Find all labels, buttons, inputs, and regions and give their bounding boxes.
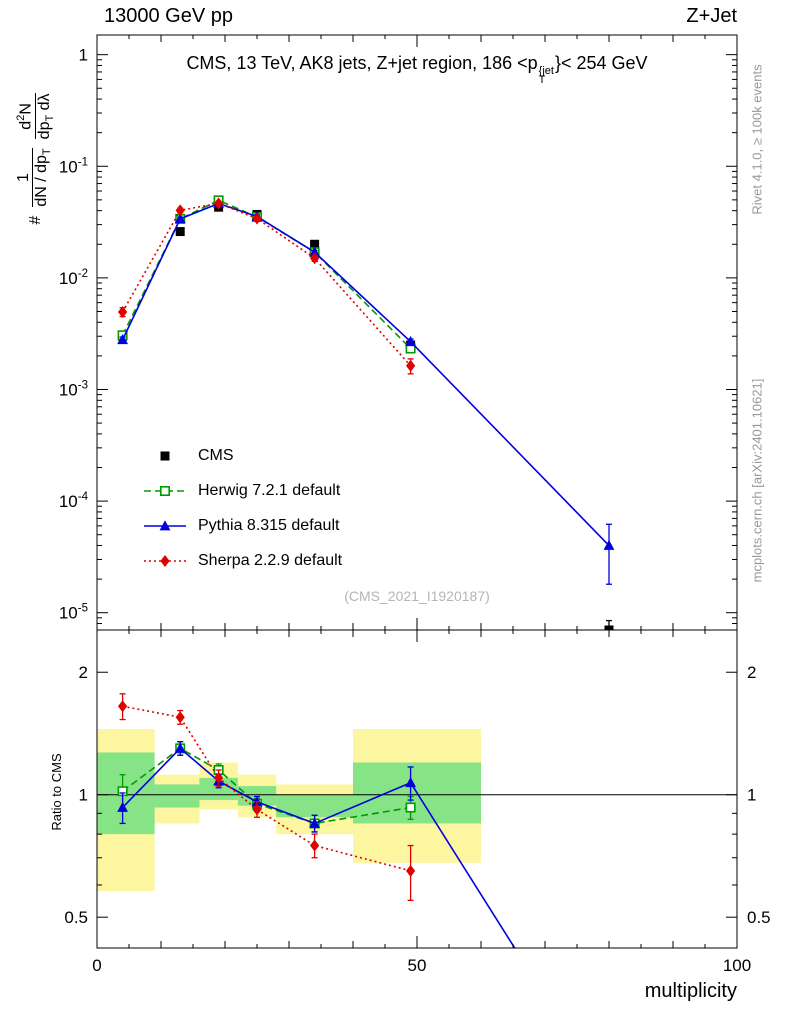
main-y-tick-label: 10-3 [59, 379, 88, 399]
header-beam-energy: 13000 GeV pp [104, 5, 233, 27]
pt-jet-supsub: {jet T [538, 65, 554, 86]
main-y-tick-label: 10-2 [59, 268, 88, 288]
header-process: Z+Jet [686, 5, 737, 27]
main-y-tick-label: 10-1 [59, 156, 88, 176]
series-sherpa [118, 197, 416, 375]
plot-title-sub: T [538, 74, 546, 86]
legend-label: Sherpa 2.2.9 default [198, 551, 343, 569]
plot-title-text: CMS, 13 TeV, AK8 jets, Z+jet region, 186… [186, 53, 538, 73]
rivet-version-credit: Rivet 4.1.0, ≥ 100k events [749, 64, 765, 215]
ratio-band-stat [276, 794, 353, 818]
series-sherpa [118, 693, 416, 902]
legend-triangle-filled-icon [144, 519, 186, 530]
legend-square-open-icon [144, 485, 186, 496]
legend-entry: CMS [142, 438, 342, 473]
legend-label: Herwig 7.2.1 default [198, 481, 341, 499]
main-y-tick-label: 10-4 [59, 491, 89, 511]
ratio-y-tick-label: 2 [79, 663, 88, 682]
main-y-tick-label: 10-5 [59, 603, 88, 623]
legend-diamond-filled-icon [144, 554, 186, 567]
ylabel-fraction-2: d2N dpT dλ [13, 93, 56, 140]
main-y-axis-label: # 1 dN / dpT d2N dpT dλ [13, 44, 56, 274]
legend-entry: Pythia 8.315 default [142, 508, 342, 543]
plot-title-text-end: }< 254 GeV [554, 53, 648, 73]
mcplots-credit: mcplots.cern.ch [arXiv:2401.10621] [749, 378, 765, 583]
ylabel-fraction-1: 1 dN / dpT [15, 148, 54, 207]
legend-label: CMS [198, 446, 234, 464]
ratio-y-tick-label-right: 2 [747, 663, 756, 682]
series-herwig [117, 195, 416, 354]
x-tick-label: 0 [92, 956, 101, 975]
main-y-tick-label: 1 [79, 46, 88, 65]
legend: CMS Herwig 7.2.1 default Pythia 8.315 defa… [142, 438, 342, 578]
plot-title: CMS, 13 TeV, AK8 jets, Z+jet region, 186… [97, 53, 737, 86]
ratio-band-stat [154, 784, 200, 808]
plot-title-sup: {jet [538, 65, 554, 77]
ratio-y-axis-label: Ratio to CMS [49, 753, 64, 831]
ylabel-hash: # [27, 215, 44, 225]
legend-square-filled-icon [160, 451, 170, 460]
analysis-id-watermark: (CMS_2021_I1920187) [344, 588, 490, 604]
legend-entry: Herwig 7.2.1 default [142, 473, 342, 508]
x-tick-label: 50 [408, 956, 427, 975]
ratio-y-tick-label: 0.5 [64, 908, 88, 927]
ratio-y-tick-label: 1 [79, 786, 88, 805]
legend-entry: Sherpa 2.2.9 default [142, 543, 342, 578]
series-pythia [117, 741, 516, 948]
legend-label: Pythia 8.315 default [198, 516, 340, 534]
ratio-y-tick-label-right: 0.5 [747, 908, 771, 927]
x-axis-label: multiplicity [644, 980, 737, 1002]
x-tick-label: 100 [723, 956, 751, 975]
ratio-y-tick-label-right: 1 [747, 786, 756, 805]
